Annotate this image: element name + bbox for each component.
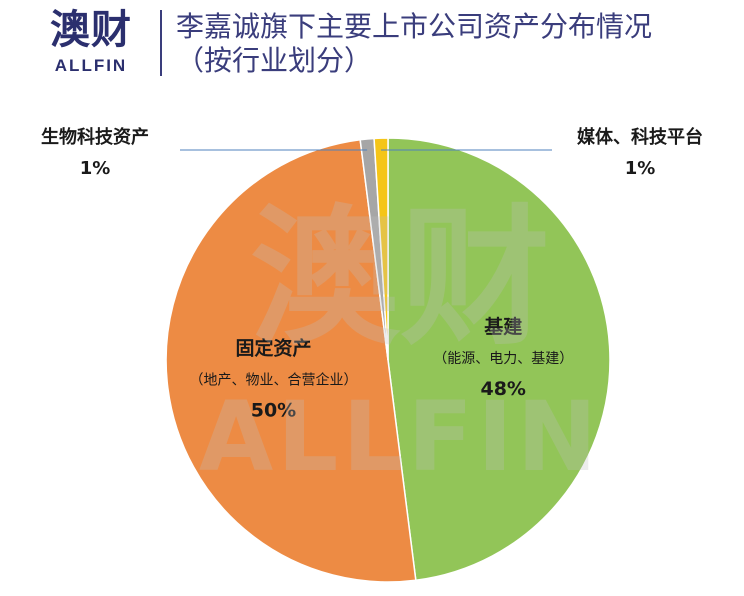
watermark-en: ALLFIN	[199, 381, 601, 493]
slice-name-label: 生物科技资产	[41, 126, 149, 148]
slice-name-label: 基建	[483, 315, 522, 338]
pie-slice-4	[373, 137, 389, 361]
slice-name-label: 媒体、科技平台	[577, 126, 703, 148]
brand-name-en: ALLFIN	[54, 56, 128, 75]
brand-logo: 澳财 ALLFIN	[36, 6, 146, 78]
slice-detail-label: （地产、物业、合营企业）	[189, 371, 357, 388]
slice-labels: 基建 （能源、电力、基建） 48% 固定资产 （地产、物业、合营企业） 50% 生物科技资产…	[41, 126, 703, 421]
brand-name-cn: 澳财	[50, 7, 132, 53]
header-divider	[160, 10, 162, 76]
title-line-2: （按行业划分）	[176, 44, 373, 77]
pie-slice-2	[165, 138, 417, 583]
pie-slice-1	[387, 137, 611, 582]
slice-value-label: 48%	[480, 378, 525, 400]
page-title: 李嘉诚旗下主要上市公司资产分布情况 （按行业划分）	[176, 10, 736, 78]
title-line-1: 李嘉诚旗下主要上市公司资产分布情况	[176, 10, 653, 43]
watermark-cn: 澳财	[250, 192, 550, 366]
slice-name-label: 固定资产	[235, 336, 311, 359]
slice-value-label: 50%	[251, 399, 296, 421]
slice-value-label: 1%	[80, 158, 111, 179]
slice-value-label: 1%	[625, 158, 656, 179]
pie-slices	[165, 137, 611, 583]
slice-detail-label: （能源、电力、基建）	[433, 350, 573, 367]
